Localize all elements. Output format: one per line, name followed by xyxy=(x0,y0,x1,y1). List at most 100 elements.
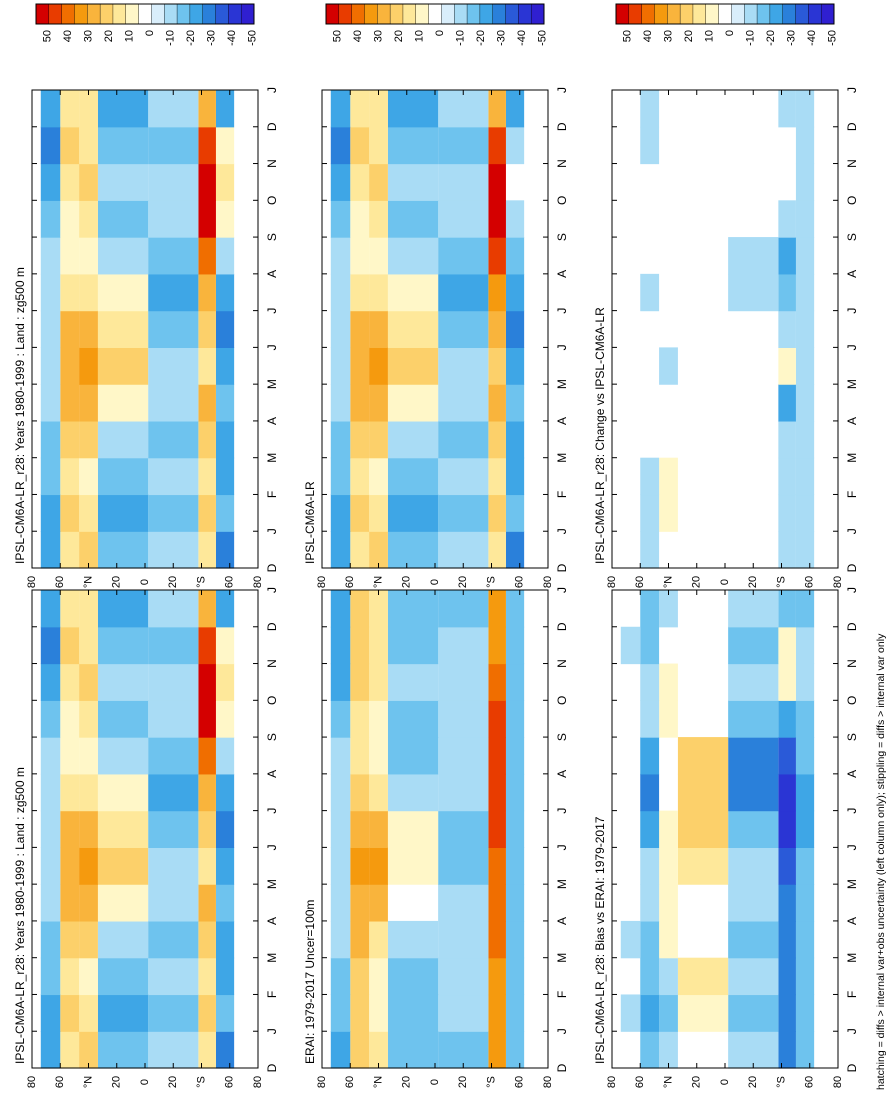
heatmap-cell xyxy=(488,1031,506,1069)
colorbar-swatch xyxy=(351,3,365,25)
heatmap-cell xyxy=(505,700,525,738)
heatmap-cell xyxy=(215,273,235,312)
heatmap-cell xyxy=(97,700,149,738)
heatmap-cell xyxy=(198,126,216,165)
heatmap-cell xyxy=(79,384,98,422)
heatmap-cell xyxy=(40,994,61,1032)
heatmap-cell xyxy=(369,810,388,848)
heatmap-cell xyxy=(79,494,98,532)
y-tick-label: 60 xyxy=(804,576,816,588)
heatmap-cell xyxy=(40,163,61,201)
heatmap-cell xyxy=(350,920,370,959)
x-tick-label: D xyxy=(555,1063,569,1072)
heatmap-cell xyxy=(148,737,199,775)
y-tick-label: 20 xyxy=(691,576,703,588)
x-tick-label: F xyxy=(555,991,569,998)
heatmap-cell xyxy=(488,920,506,959)
heatmap-cell xyxy=(728,957,779,996)
colorbar-swatch xyxy=(466,3,481,25)
heatmap-cell xyxy=(640,90,660,128)
heatmap-cell xyxy=(677,957,729,996)
heatmap-cell xyxy=(505,200,525,238)
heatmap-cell xyxy=(198,884,216,922)
x-tick-label: M xyxy=(265,379,279,389)
heatmap-cell xyxy=(79,90,98,128)
y-tick-label: 20 xyxy=(111,576,123,588)
x-tick-label: J xyxy=(265,308,279,314)
heatmap-cell xyxy=(369,90,388,128)
heatmap-cell xyxy=(728,1031,779,1069)
heatmap-cell xyxy=(60,994,80,1032)
x-tick-label: D xyxy=(845,563,859,572)
heatmap-cell xyxy=(79,590,98,628)
heatmap-cell xyxy=(438,457,489,496)
x-tick-label: S xyxy=(845,733,859,741)
colorbar-label: 40 xyxy=(352,30,364,42)
colorbar-label: -30 xyxy=(206,30,218,46)
colorbar-swatch xyxy=(744,3,758,25)
heatmap-cell xyxy=(488,163,506,201)
colorbar-swatch xyxy=(718,3,732,25)
heatmap-cell xyxy=(330,531,351,569)
heatmap-cell xyxy=(677,810,729,848)
heatmap-cell xyxy=(148,200,199,238)
colorbar-swatch xyxy=(756,3,771,25)
colorbar-label: -20 xyxy=(185,30,197,46)
x-tick-label: M xyxy=(555,379,569,389)
heatmap-cell xyxy=(148,273,199,312)
colorbar-label: -20 xyxy=(765,30,777,46)
y-tick-label: 60 xyxy=(224,1076,236,1088)
colorbar-swatch xyxy=(492,3,507,25)
colorbar-label: 20 xyxy=(683,30,695,42)
heatmap-cell xyxy=(215,457,235,496)
heatmap-cell xyxy=(97,920,149,959)
colorbar-label: 0 xyxy=(434,30,446,36)
x-tick-label: O xyxy=(845,196,859,205)
colorbar-label: 20 xyxy=(393,30,405,42)
heatmap-cell xyxy=(60,663,80,701)
y-tick-label: 20 xyxy=(747,576,759,588)
heatmap-cell xyxy=(79,884,98,922)
heatmap-cell xyxy=(640,920,660,959)
heatmap-cell xyxy=(488,810,506,848)
heatmap-cell xyxy=(350,237,370,275)
heatmap-cell xyxy=(40,773,61,812)
heatmap-cell xyxy=(215,773,235,812)
panel-6: D J F M A M J J A S O N D J 80 60 °N 20 0 20 °S 60 80 IPSL-CM6A… xyxy=(593,3,859,588)
y-tick-label: °S xyxy=(775,576,787,588)
y-tick-label: 0 xyxy=(719,1079,731,1085)
heatmap-cell xyxy=(438,384,489,422)
heatmap-cell xyxy=(79,810,98,848)
heatmap-cell xyxy=(659,920,678,959)
colorbar-label: -10 xyxy=(165,30,177,46)
heatmap-cell xyxy=(438,531,489,569)
heatmap-cell xyxy=(387,663,439,701)
heatmap-cell xyxy=(198,626,216,665)
colorbar-label: 0 xyxy=(144,30,156,36)
heatmap-cell xyxy=(728,590,779,628)
heatmap-cell xyxy=(330,494,351,532)
heatmap-cell xyxy=(330,310,351,348)
heatmap-cell xyxy=(60,700,80,738)
x-tick-label: J xyxy=(555,587,569,593)
y-tick-label: 60 xyxy=(514,1076,526,1088)
colorbar-swatch xyxy=(402,3,417,25)
heatmap-cell xyxy=(728,920,779,959)
heatmap-cell xyxy=(387,163,439,201)
heatmap-cell xyxy=(795,420,815,459)
heatmap-cell xyxy=(198,457,216,496)
heatmap-cell xyxy=(60,126,80,165)
heatmap-cell xyxy=(438,420,489,459)
colorbar-swatch xyxy=(189,3,204,25)
heatmap-cell xyxy=(505,420,525,459)
x-tick-label: J xyxy=(555,87,569,93)
heatmap-cell xyxy=(795,273,815,312)
heatmap-cell xyxy=(659,957,678,996)
heatmap-cell xyxy=(60,773,80,812)
heatmap-cell xyxy=(778,531,796,569)
heatmap-cell xyxy=(350,90,370,128)
heatmap-cell xyxy=(330,126,351,165)
heatmap-cell xyxy=(728,626,779,665)
heatmap-cell xyxy=(215,384,235,422)
heatmap-cell xyxy=(387,773,439,812)
